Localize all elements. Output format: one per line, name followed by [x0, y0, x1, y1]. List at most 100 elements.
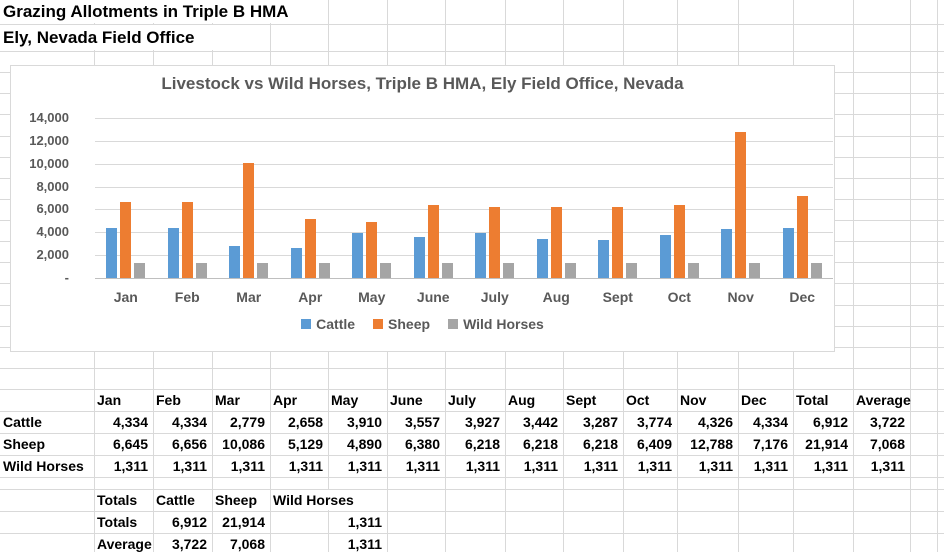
bar-sheep-june[interactable] — [427, 205, 439, 278]
column-header-apr[interactable]: Apr — [273, 392, 298, 408]
bar-cattle-oct[interactable] — [659, 235, 671, 278]
bar-cattle-nov[interactable] — [721, 229, 733, 278]
cell-wild-horses-jan[interactable]: 1,311 — [113, 458, 148, 474]
cell-sheep-nov[interactable]: 12,788 — [690, 436, 733, 452]
column-header-may[interactable]: May — [331, 392, 359, 408]
bar-wild-horses-june[interactable] — [441, 263, 453, 278]
cell-cattle-oct[interactable]: 3,774 — [636, 414, 672, 430]
cell-wild-horses-apr[interactable]: 1,311 — [288, 458, 323, 474]
bar-cattle-feb[interactable] — [167, 228, 179, 278]
bar-sheep-feb[interactable] — [181, 202, 193, 278]
column-header-feb[interactable]: Feb — [156, 392, 181, 408]
cell-totals-cattle[interactable]: 6,912 — [171, 514, 207, 530]
cell-sheep-aug[interactable]: 6,218 — [522, 436, 558, 452]
bar-wild-horses-jan[interactable] — [134, 263, 146, 278]
cell-average-cattle[interactable]: 3,722 — [171, 536, 207, 552]
bar-sheep-apr[interactable] — [304, 219, 316, 278]
column-header-total[interactable]: Total — [796, 392, 829, 408]
cell-cattle-mar[interactable]: 2,779 — [229, 414, 265, 430]
bar-cattle-may[interactable] — [352, 233, 364, 278]
bar-cattle-apr[interactable] — [290, 248, 302, 278]
column-header-totals[interactable]: Totals — [97, 492, 138, 508]
cell-cattle-feb[interactable]: 4,334 — [171, 414, 207, 430]
column-header-average[interactable]: Average — [856, 392, 911, 408]
column-header-dec[interactable]: Dec — [741, 392, 767, 408]
bar-wild-horses-nov[interactable] — [749, 263, 761, 278]
bar-wild-horses-dec[interactable] — [810, 263, 822, 278]
cell-wild-horses-total[interactable]: 1,311 — [813, 458, 848, 474]
cell-sheep-dec[interactable]: 7,176 — [752, 436, 788, 452]
bar-sheep-jan[interactable] — [120, 202, 132, 278]
cell-wild-horses-june[interactable]: 1,311 — [405, 458, 440, 474]
row-label-totals[interactable]: Totals — [97, 514, 138, 530]
cell-sheep-apr[interactable]: 5,129 — [287, 436, 323, 452]
bar-wild-horses-july[interactable] — [503, 263, 515, 278]
column-header-wild-horses[interactable]: Wild Horses — [273, 492, 354, 508]
cell-cattle-total[interactable]: 6,912 — [812, 414, 848, 430]
bar-sheep-oct[interactable] — [673, 205, 685, 278]
cell-sheep-total[interactable]: 21,914 — [805, 436, 848, 452]
cell-wild-horses-dec[interactable]: 1,311 — [753, 458, 788, 474]
row-label-wild-horses[interactable]: Wild Horses — [3, 458, 84, 474]
bar-cattle-sept[interactable] — [598, 240, 610, 278]
legend-item-wild-horses[interactable]: Wild Horses — [448, 316, 544, 332]
bar-sheep-dec[interactable] — [796, 196, 808, 278]
column-header-june[interactable]: June — [390, 392, 423, 408]
cell-wild-horses-average[interactable]: 1,311 — [870, 458, 905, 474]
cell-wild-horses-mar[interactable]: 1,311 — [230, 458, 265, 474]
cell-wild-horses-nov[interactable]: 1,311 — [698, 458, 733, 474]
cell-totals-sheep[interactable]: 21,914 — [222, 514, 265, 530]
cell-wild-horses-may[interactable]: 1,311 — [347, 458, 382, 474]
bar-sheep-july[interactable] — [489, 207, 501, 278]
cell-sheep-sept[interactable]: 6,218 — [582, 436, 618, 452]
cell-sheep-jan[interactable]: 6,645 — [112, 436, 148, 452]
cell-sheep-feb[interactable]: 6,656 — [171, 436, 207, 452]
cell-sheep-mar[interactable]: 10,086 — [222, 436, 265, 452]
legend-item-cattle[interactable]: Cattle — [301, 316, 355, 332]
bar-sheep-nov[interactable] — [735, 132, 747, 278]
cell-sheep-june[interactable]: 6,380 — [404, 436, 440, 452]
chart[interactable]: Livestock vs Wild Horses, Triple B HMA, … — [10, 65, 835, 352]
bar-wild-horses-mar[interactable] — [257, 263, 269, 278]
empty-cell[interactable] — [0, 389, 94, 411]
column-header-jan[interactable]: Jan — [97, 392, 122, 408]
cell-average-sheep[interactable]: 7,068 — [229, 536, 265, 552]
column-header-sheep[interactable]: Sheep — [215, 492, 258, 508]
column-header-nov[interactable]: Nov — [680, 392, 707, 408]
cell-cattle-nov[interactable]: 4,326 — [697, 414, 733, 430]
cell-sheep-july[interactable]: 6,218 — [464, 436, 500, 452]
row-label-average[interactable]: Average — [97, 536, 152, 552]
cell-sheep-may[interactable]: 4,890 — [346, 436, 382, 452]
cell-wild-horses-sept[interactable]: 1,311 — [583, 458, 618, 474]
cell-cattle-jan[interactable]: 4,334 — [112, 414, 148, 430]
bar-cattle-mar[interactable] — [229, 246, 241, 278]
bar-cattle-july[interactable] — [475, 233, 487, 278]
cell-wild-horses-oct[interactable]: 1,311 — [637, 458, 672, 474]
column-header-sept[interactable]: Sept — [566, 392, 597, 408]
bar-cattle-aug[interactable] — [536, 239, 548, 278]
cell-wild-horses-feb[interactable]: 1,311 — [172, 458, 207, 474]
cell-cattle-aug[interactable]: 3,442 — [522, 414, 558, 430]
bar-sheep-mar[interactable] — [243, 163, 255, 278]
cell-cattle-may[interactable]: 3,910 — [346, 414, 382, 430]
cell-wild-horses-july[interactable]: 1,311 — [465, 458, 500, 474]
column-header-july[interactable]: July — [448, 392, 477, 408]
cell-cattle-july[interactable]: 3,927 — [464, 414, 500, 430]
column-header-cattle[interactable]: Cattle — [156, 492, 195, 508]
cell-cattle-june[interactable]: 3,557 — [404, 414, 440, 430]
cell-average-wild-horses[interactable]: 1,311 — [347, 536, 382, 552]
bar-wild-horses-feb[interactable] — [195, 263, 207, 278]
cell-cattle-sept[interactable]: 3,287 — [582, 414, 618, 430]
cell-cattle-dec[interactable]: 4,334 — [752, 414, 788, 430]
bar-cattle-dec[interactable] — [782, 228, 794, 278]
column-header-mar[interactable]: Mar — [215, 392, 240, 408]
column-header-oct[interactable]: Oct — [626, 392, 650, 408]
cell-wild-horses-aug[interactable]: 1,311 — [523, 458, 558, 474]
bar-wild-horses-apr[interactable] — [318, 263, 330, 278]
cell-totals-wild-horses[interactable]: 1,311 — [347, 514, 382, 530]
cell-cattle-apr[interactable]: 2,658 — [287, 414, 323, 430]
row-label-cattle[interactable]: Cattle — [3, 414, 42, 430]
row-label-sheep[interactable]: Sheep — [3, 436, 46, 452]
cell-sheep-oct[interactable]: 6,409 — [636, 436, 672, 452]
legend-item-sheep[interactable]: Sheep — [373, 316, 430, 332]
